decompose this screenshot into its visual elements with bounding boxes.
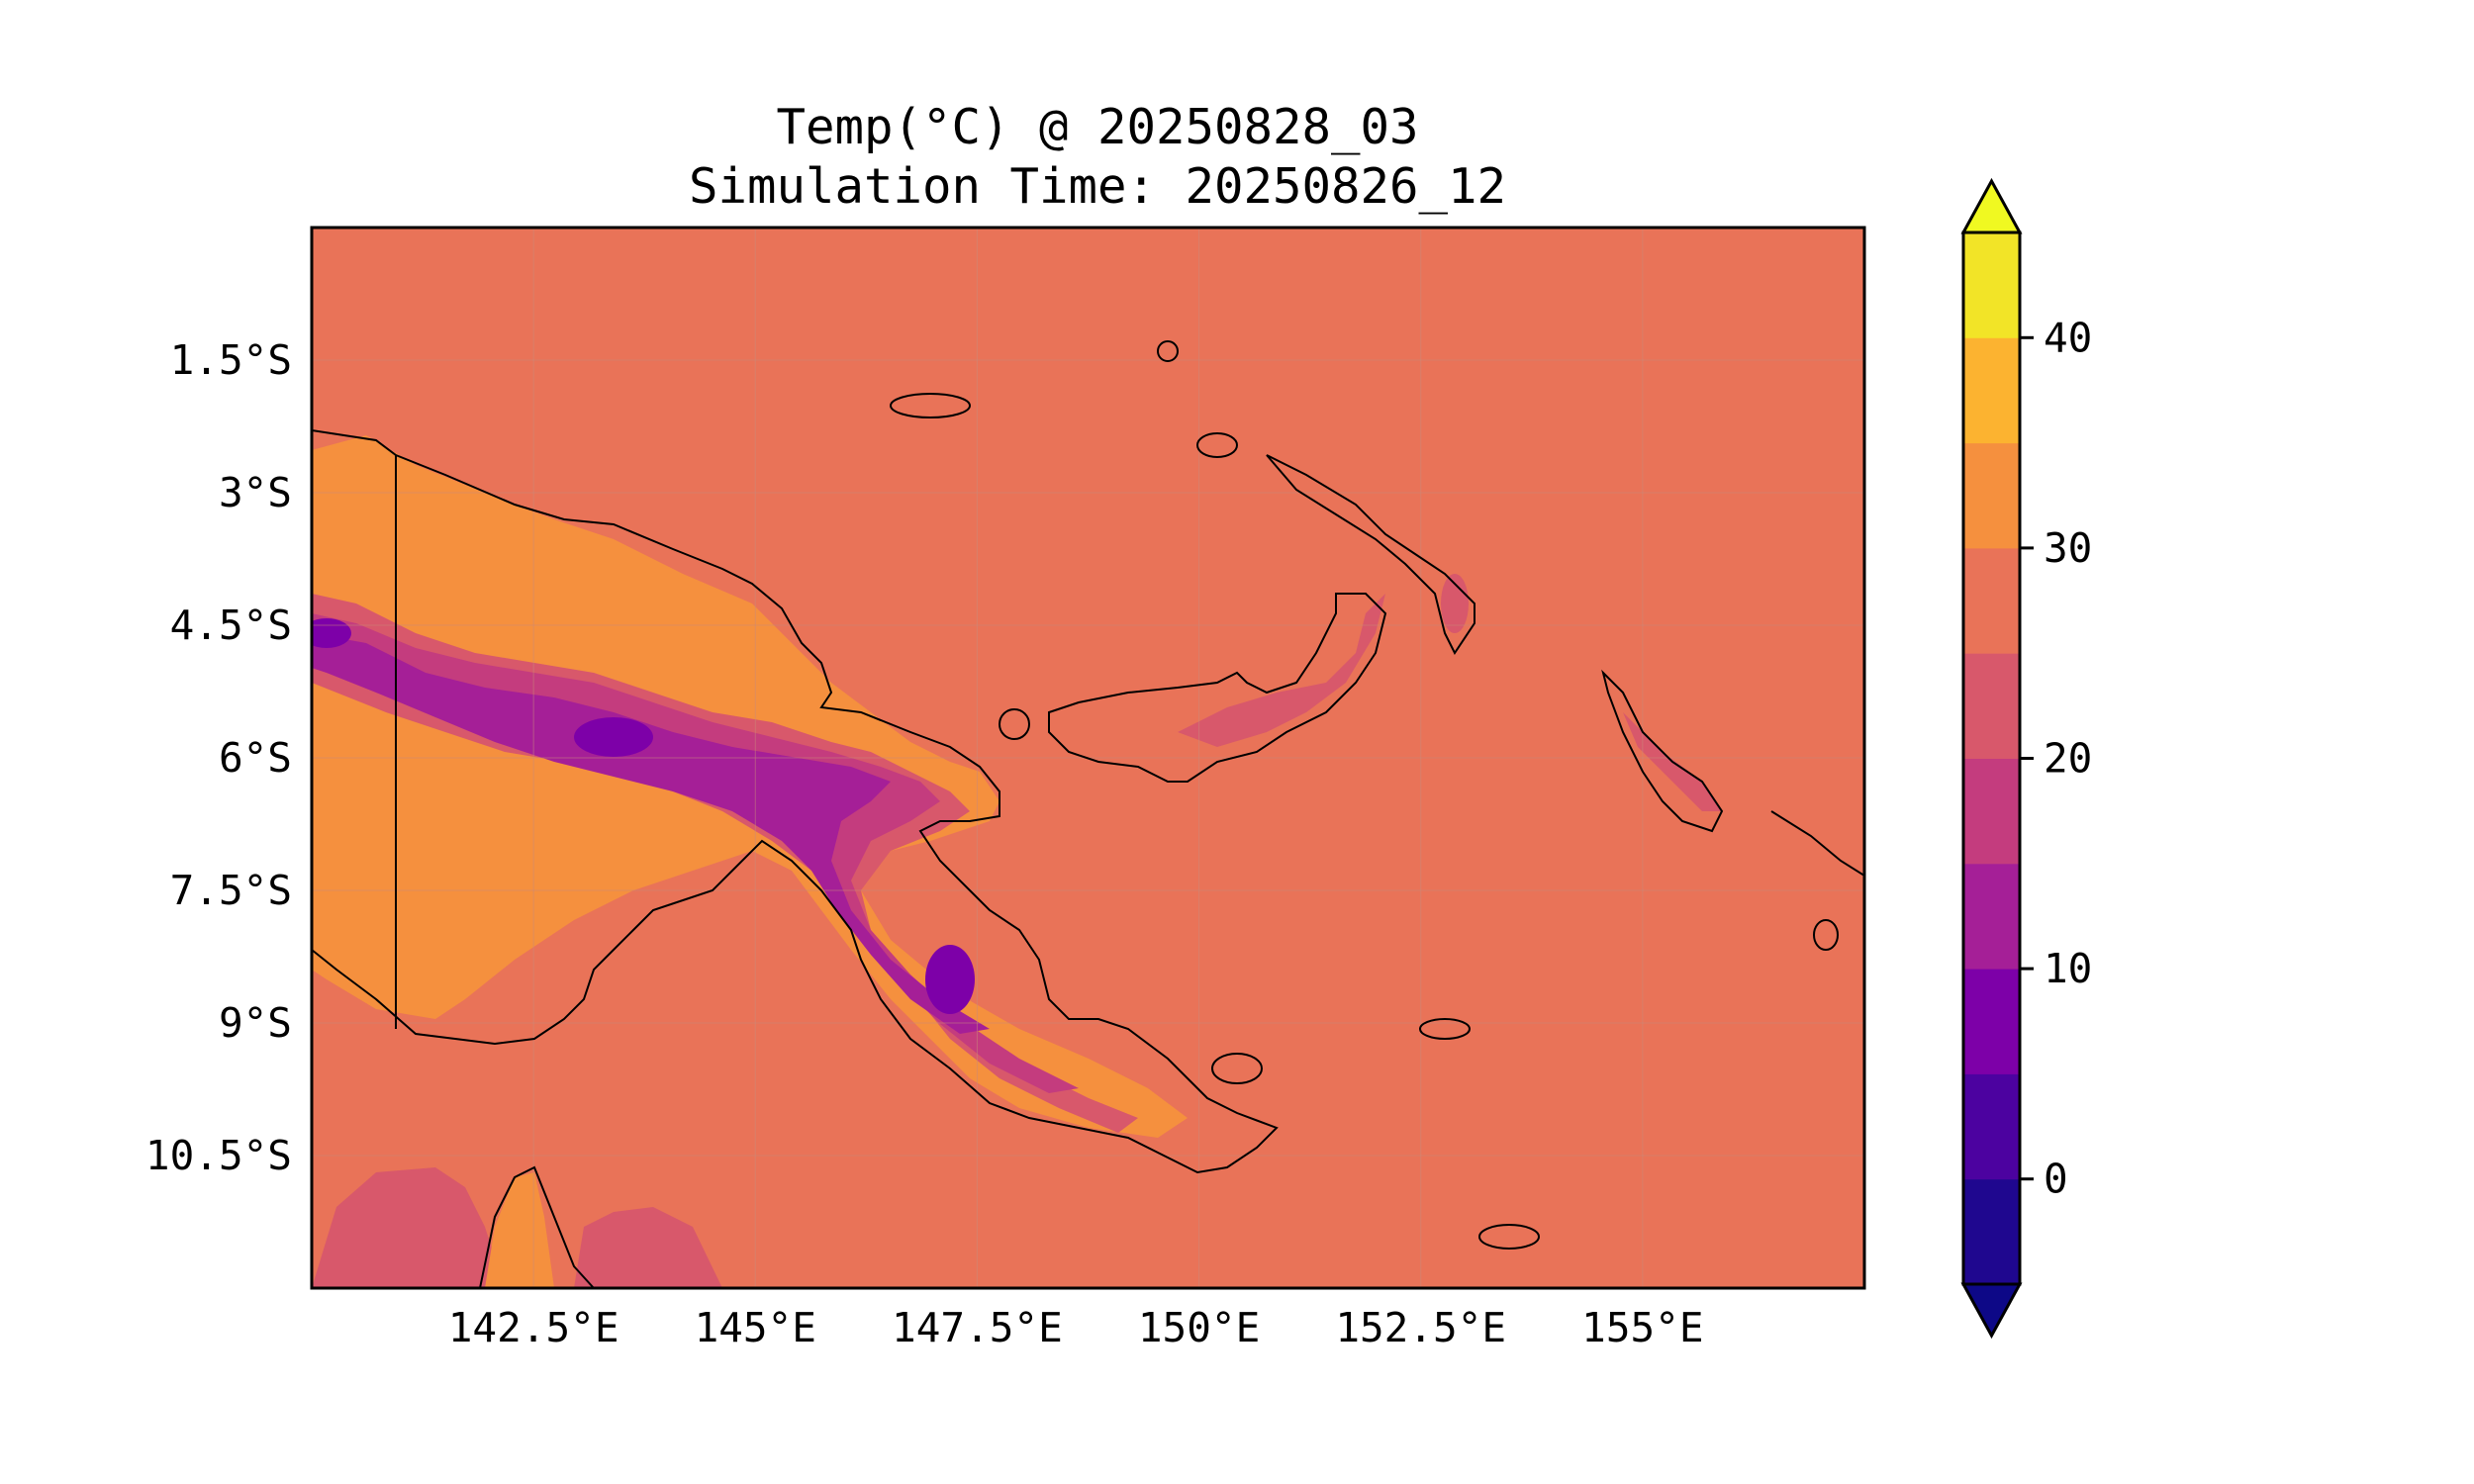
colorbar-segment (1963, 1073, 2020, 1180)
map-subtitle: Simulation Time: 20250826_12 (688, 158, 1506, 215)
colorbar-segment (1963, 863, 2020, 970)
coastline-bougainville (1601, 669, 1724, 833)
contour-5-10-core-east (925, 945, 975, 1014)
y-tick-label: 4.5°S (170, 602, 292, 649)
colorbar-tick-label: 0 (2044, 1156, 2068, 1203)
contour-cape-york (485, 1172, 554, 1288)
y-tick-label: 7.5°S (170, 867, 292, 914)
coastline-new-hanover (1196, 432, 1238, 458)
map-frame (310, 226, 1866, 1290)
colorbar-tick-label: 30 (2044, 524, 2092, 572)
contour-north-australia (312, 1167, 505, 1288)
coastline-solomon (1770, 810, 1864, 877)
contour-new-ireland (1441, 574, 1469, 633)
coastline-new-britain (1048, 593, 1387, 783)
x-tick-label: 145°E (695, 1304, 816, 1351)
contour-new-britain (1178, 594, 1385, 747)
colorbar-tick-label: 10 (2044, 945, 2092, 992)
colorbar-segment (1963, 653, 2020, 759)
coastline-island-b (999, 708, 1030, 740)
y-tick-label: 6°S (219, 734, 292, 782)
coastline-manus (890, 393, 971, 418)
coastline-new-guinea-north (312, 429, 1279, 1174)
map-title: Temp(°C) @ 20250828_03 (776, 99, 1419, 155)
y-tick-label: 9°S (219, 999, 292, 1047)
colorbar-segment (1963, 232, 2020, 338)
coastline-island-f (1813, 919, 1839, 951)
coastline-island-d (1478, 1224, 1540, 1250)
x-tick-label: 147.5°E (892, 1304, 1063, 1351)
coastline-island-a (1157, 340, 1179, 362)
y-tick-label: 1.5°S (170, 336, 292, 384)
colorbar-segment (1963, 1178, 2020, 1285)
coastline-island-e (1211, 1053, 1263, 1084)
colorbar-segment (1963, 969, 2020, 1074)
y-axis-ticks: 1.5°S 3°S 4.5°S 6°S 7.5°S 9°S 10.5°S (145, 336, 292, 1179)
colorbar-under-arrow (1960, 1282, 2023, 1340)
x-tick-label: 142.5°E (448, 1304, 619, 1351)
coastline-cape-york (479, 1165, 595, 1288)
colorbar-over-arrow (1960, 177, 2023, 234)
colorbar-segment (1963, 758, 2020, 865)
colorbar-tick-label: 20 (2044, 735, 2092, 783)
colorbar: 0 10 20 30 40 (1960, 177, 2092, 1340)
colorbar-tick-label: 40 (2044, 314, 2092, 361)
coastlines (312, 340, 1864, 1288)
x-tick-label: 150°E (1138, 1304, 1260, 1351)
coastline-island-c (1419, 1018, 1471, 1040)
x-tick-label: 152.5°E (1335, 1304, 1506, 1351)
coastline-new-ireland (1266, 454, 1475, 655)
contour-gulf-east (574, 1207, 722, 1288)
x-tick-label: 155°E (1581, 1304, 1703, 1351)
contour-10-15-highlands (312, 633, 990, 1034)
colorbar-segment (1963, 442, 2020, 549)
y-tick-label: 3°S (219, 469, 292, 516)
contour-5-10-core-central (574, 717, 653, 757)
colorbar-segment (1963, 547, 2020, 654)
y-tick-label: 10.5°S (145, 1132, 292, 1179)
contour-5-10-core-west (312, 618, 351, 648)
x-axis-ticks: 142.5°E 145°E 147.5°E 150°E 152.5°E 155°E (448, 1304, 1704, 1351)
colorbar-segment (1963, 337, 2020, 444)
